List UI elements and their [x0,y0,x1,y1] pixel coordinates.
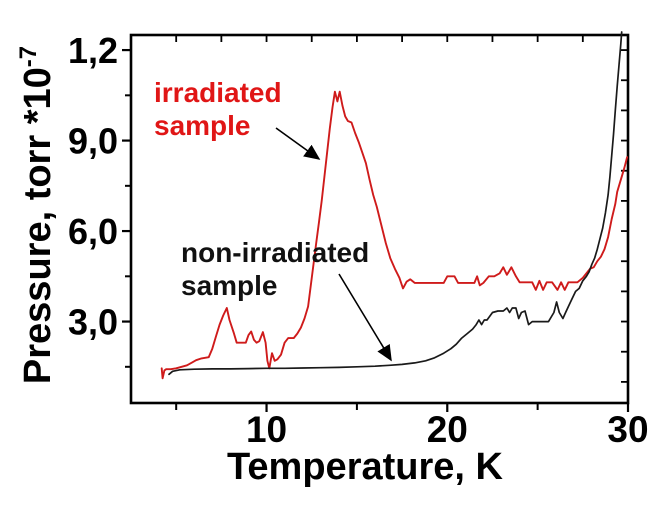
series-non-irradiated [168,31,623,376]
irradiated-sample-label-line1: irradiated [154,77,282,108]
x-tick-label: 30 [607,409,648,450]
x-tick-label: 10 [246,409,287,450]
y-tick-label: 6,0 [68,211,118,252]
irradiated-sample-label-line2: sample [154,110,251,141]
y-axis-title-exponent: -7 [15,45,42,68]
x-axis-title: Temperature, K [227,446,503,488]
y-tick-label: 9,0 [68,121,118,162]
series-irradiated [160,90,629,380]
plot-frame [129,33,630,405]
non-irradiated-sample-label: non-irradiated sample [181,236,369,302]
irradiated-sample-label: irradiated sample [154,76,282,142]
y-axis-title-text: Pressure, torr *10 [17,67,59,385]
non-irradiated-sample-label-line1: non-irradiated [181,237,370,268]
non-irradiated-sample-label-line2: sample [181,270,278,301]
y-tick-label: 3,0 [68,302,118,343]
annotation-arrow [338,273,392,362]
y-axis-title: Pressure, torr *10-7 [5,25,63,405]
annotation-arrow [275,127,321,160]
x-tick-label: 20 [427,409,468,450]
y-tick-label: 1,2 [68,30,118,71]
